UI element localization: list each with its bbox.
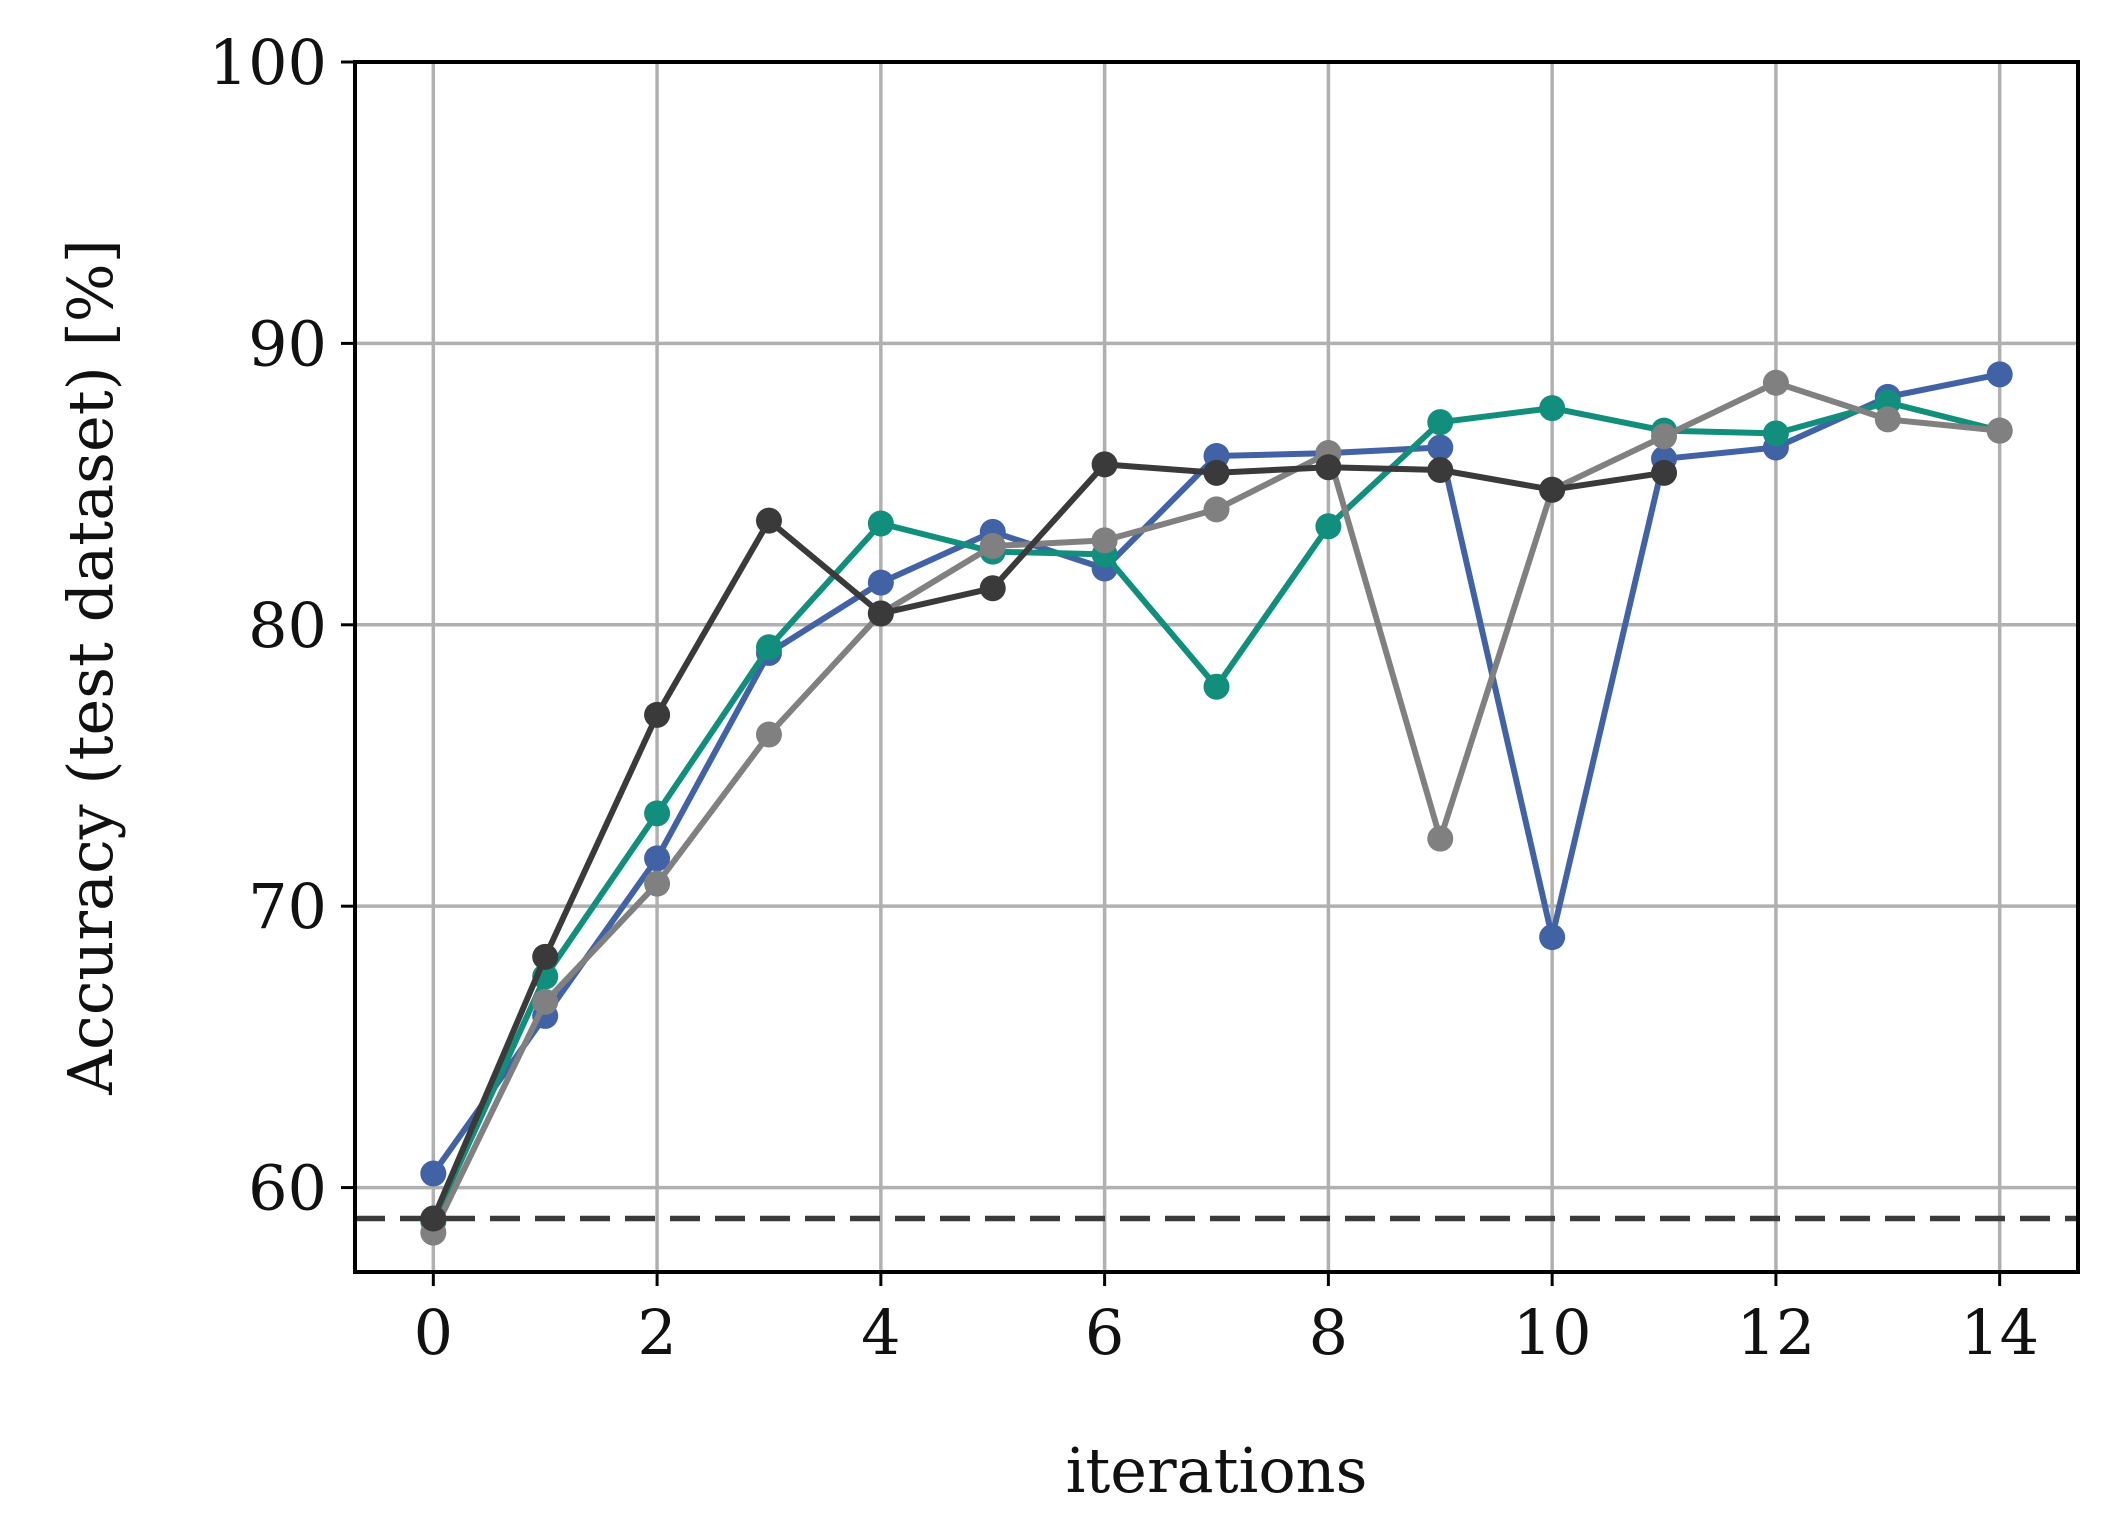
data-point	[1651, 459, 1678, 486]
series-4	[420, 451, 1678, 1232]
data-point	[1427, 457, 1454, 484]
data-point	[1651, 423, 1678, 450]
y-axis-label: Accuracy (test dataset) [%]	[54, 239, 127, 1096]
data-point	[1315, 513, 1342, 540]
plot-frame	[353, 60, 2080, 1274]
y-tick-label: 70	[248, 870, 327, 943]
data-point	[979, 533, 1006, 559]
data-point	[1203, 496, 1230, 523]
x-axis-label: iterations	[1066, 1434, 1368, 1507]
x-tick-label: 6	[1085, 1296, 1124, 1369]
data-point	[1762, 369, 1789, 396]
data-point	[1427, 409, 1454, 436]
x-tick-label: 8	[1309, 1296, 1348, 1369]
series-layer	[420, 361, 2013, 1246]
x-tick-label: 14	[1960, 1296, 2039, 1369]
data-point	[420, 1160, 447, 1187]
data-point	[1539, 476, 1566, 503]
x-tick-label: 4	[861, 1296, 900, 1369]
data-point	[979, 575, 1006, 602]
data-point	[644, 870, 671, 897]
x-tick-label: 12	[1736, 1296, 1815, 1369]
data-point	[867, 510, 894, 537]
x-tick-label: 10	[1513, 1296, 1592, 1369]
data-point	[1762, 420, 1789, 447]
grid-lines	[355, 60, 2078, 1272]
data-point	[532, 988, 559, 1015]
data-point	[1315, 454, 1342, 481]
y-tick-label: 90	[248, 307, 327, 380]
data-point	[867, 569, 894, 596]
data-point	[1091, 451, 1118, 478]
data-point	[1203, 673, 1230, 700]
data-point	[1539, 395, 1566, 422]
data-point	[644, 800, 671, 827]
x-tick-label: 0	[414, 1296, 453, 1369]
data-point	[1986, 417, 2013, 444]
data-point	[1091, 527, 1118, 554]
data-point	[644, 845, 671, 872]
x-tick-label: 2	[637, 1296, 676, 1369]
data-point	[755, 721, 782, 748]
data-point	[1539, 924, 1566, 951]
data-point	[755, 507, 782, 534]
data-point	[1874, 406, 1901, 433]
y-tick-label: 60	[248, 1152, 327, 1225]
series-line	[430, 371, 2001, 1176]
data-point	[420, 1205, 447, 1232]
series-line	[430, 461, 1665, 1220]
data-point	[1986, 361, 2013, 388]
y-tick-label: 100	[209, 26, 327, 99]
y-tick-label: 80	[248, 589, 327, 662]
data-point	[1203, 459, 1230, 486]
data-point	[644, 701, 671, 728]
data-point	[1427, 434, 1454, 461]
data-point	[532, 943, 559, 970]
axis-ticks: 0 2 4 6 8 10 12 14 60 70 80 90 100	[209, 26, 2039, 1369]
data-point	[867, 600, 894, 627]
data-point	[755, 634, 782, 661]
data-point	[1427, 825, 1454, 852]
